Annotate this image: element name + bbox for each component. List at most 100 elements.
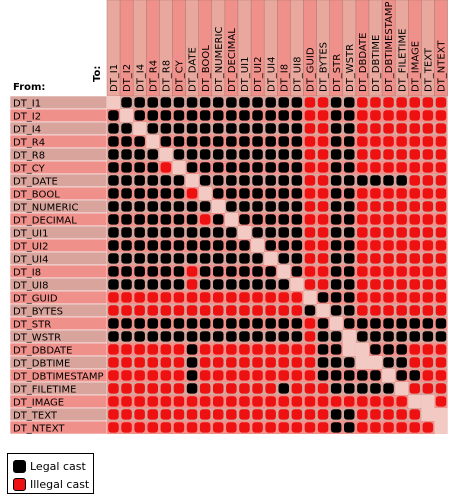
illegal-cast-cell [435, 97, 447, 108]
illegal-cast-cell [422, 253, 434, 264]
diagonal-cell [251, 239, 265, 252]
legal-cast-cell [213, 175, 224, 186]
illegal-cast-cell [383, 214, 394, 225]
illegal-cast-cell [278, 370, 289, 381]
illegal-cast-cell [186, 292, 198, 303]
legal-cast-cell [199, 201, 211, 212]
legal-cast-cell [147, 227, 158, 238]
legal-cast-cell [108, 253, 119, 264]
illegal-cast-cell [291, 396, 303, 407]
legal-cast-cell [344, 214, 355, 225]
legal-cast-cell [108, 123, 119, 134]
row-label: DT_I4 [13, 125, 41, 136]
legal-cast-cell [121, 331, 132, 342]
illegal-cast-cell [396, 136, 407, 147]
illegal-cast-cell [357, 227, 368, 238]
legal-cast-cell [396, 344, 407, 355]
legal-cast-cell [121, 279, 132, 290]
illegal-cast-cell [252, 305, 263, 316]
diagonal-cell [316, 304, 330, 317]
legal-cast-cell [213, 162, 224, 173]
legal-cast-cell [265, 175, 276, 186]
illegal-cast-cell [134, 422, 145, 433]
legal-cast-cell [383, 175, 394, 186]
illegal-cast-cell [265, 396, 276, 407]
illegal-cast-cell [160, 409, 172, 420]
illegal-cast-cell [370, 266, 381, 277]
illegal-cast-cell [278, 357, 289, 368]
legal-cast-cell [134, 175, 145, 186]
illegal-cast-cell [121, 383, 132, 394]
legal-cast-cell [265, 162, 276, 173]
legal-cast-cell [226, 266, 237, 277]
illegal-cast-cell [370, 409, 381, 420]
legal-cast-cell [357, 318, 368, 329]
illegal-cast-cell [226, 357, 237, 368]
legal-cast-cell [147, 253, 158, 264]
legal-cast-cell [160, 214, 172, 225]
legal-cast-cell [357, 383, 368, 394]
legal-cast-cell [344, 97, 355, 108]
column-label: DT_NUMERIC [214, 27, 225, 92]
illegal-cast-cell [435, 383, 447, 394]
legal-cast-cell [252, 110, 263, 121]
legal-cast-cell [173, 201, 185, 212]
illegal-cast-cell [108, 357, 119, 368]
illegal-cast-cell [396, 305, 407, 316]
legal-cast-cell [121, 201, 132, 212]
legal-cast-cell [173, 227, 185, 238]
legal-cast-cell [199, 136, 211, 147]
legal-cast-cell [121, 136, 132, 147]
legal-cast-cell [239, 162, 250, 173]
legal-cast-cell [134, 266, 145, 277]
illegal-cast-cell [383, 422, 394, 433]
illegal-cast-cell [239, 396, 250, 407]
legal-cast-cell [265, 266, 276, 277]
legal-cast-cell [147, 318, 158, 329]
illegal-cast-cell [370, 253, 381, 264]
row-label: DT_UI2 [13, 242, 48, 253]
illegal-cast-cell [383, 110, 394, 121]
diagonal-cell [211, 200, 225, 213]
illegal-cast-cell [173, 370, 185, 381]
legal-cast-cell [147, 123, 158, 134]
legal-cast-cell [330, 175, 342, 186]
illegal-cast-cell [383, 266, 394, 277]
legal-cast-cell [213, 188, 224, 199]
legal-cast-cell [108, 162, 119, 173]
illegal-cast-cell [160, 383, 172, 394]
row-label: DT_GUID [13, 294, 58, 305]
illegal-cast-cell [435, 214, 447, 225]
legal-cast-cell [173, 318, 185, 329]
illegal-cast-cell [383, 201, 394, 212]
column-label: DT_I4 [135, 64, 146, 92]
legal-cast-cell [186, 162, 198, 173]
illegal-cast-cell [304, 409, 316, 420]
diagonal-cell [342, 343, 356, 356]
legal-cast-cell [213, 279, 224, 290]
illegal-cast-cell [383, 162, 394, 173]
illegal-cast-cell [291, 422, 303, 433]
legal-cast-cell [147, 162, 158, 173]
illegal-cast-cell [304, 162, 316, 173]
legal-cast-cell [291, 162, 303, 173]
row-label: DT_I2 [13, 112, 41, 123]
legal-cast-cell [147, 279, 158, 290]
legal-cast-cell [370, 331, 381, 342]
illegal-cast-cell [147, 409, 158, 420]
illegal-cast-cell [370, 396, 381, 407]
illegal-cast-cell [199, 357, 211, 368]
row-label-background [9, 95, 108, 435]
illegal-cast-cell [396, 409, 407, 420]
legal-cast-cell [409, 318, 420, 329]
illegal-cast-cell [409, 344, 420, 355]
legal-cast-cell [226, 253, 237, 264]
illegal-cast-cell [265, 422, 276, 433]
legal-cast-cell [291, 97, 303, 108]
illegal-cast-cell [409, 253, 420, 264]
column-label: DT_DBTIMESTAMP [384, 1, 395, 92]
illegal-cast-cell [317, 409, 329, 420]
column-label: DT_I8 [279, 64, 290, 92]
illegal-cast-cell [357, 292, 368, 303]
illegal-cast-cell [252, 357, 263, 368]
